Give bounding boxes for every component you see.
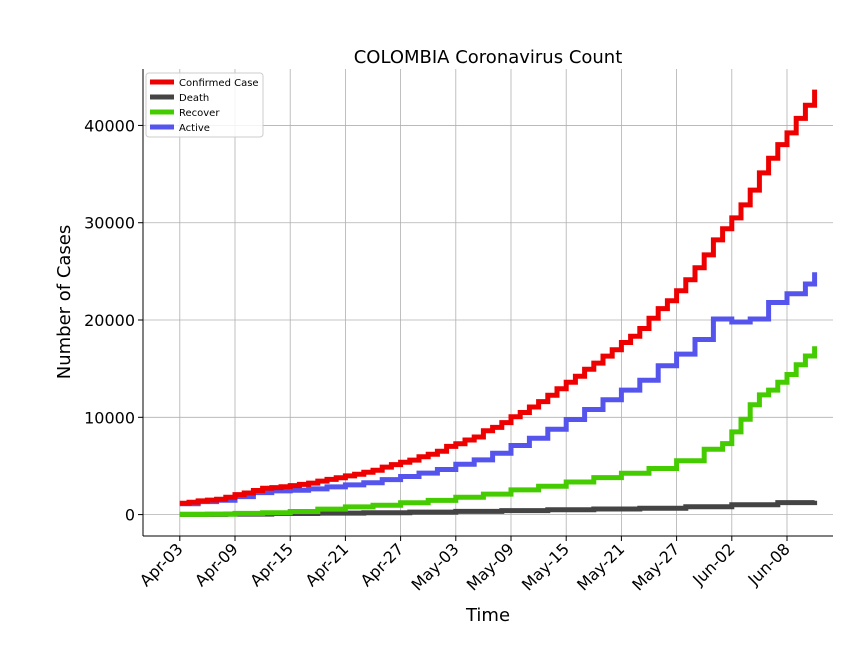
legend: Confirmed Case Death Recover Active — [145, 72, 264, 138]
legend-label-active: Active — [179, 123, 210, 134]
y-tick-label: 30000 — [84, 214, 135, 233]
series-line-recover — [179, 346, 818, 517]
chart-title: COLOMBIA Coronavirus Count — [354, 47, 623, 68]
y-tick-label: 20000 — [84, 311, 135, 330]
legend-box — [145, 72, 264, 138]
y-axis-title: Number of Cases — [54, 225, 75, 380]
y-ticks: 0 10000 20000 30000 40000 — [84, 116, 143, 525]
y-tick-label: 0 — [125, 506, 135, 525]
y-tick-label: 40000 — [84, 116, 135, 135]
axes — [142, 69, 833, 537]
legend-label-recover: Recover — [179, 108, 220, 119]
series-line-active — [179, 272, 818, 507]
legend-label-confirmed-case: Confirmed Case — [179, 78, 259, 89]
legend-label-death: Death — [179, 93, 209, 104]
x-axis-title: Time — [465, 605, 510, 626]
series-lines — [179, 89, 818, 517]
series-line-confirmed-case — [179, 89, 818, 506]
y-tick-label: 10000 — [84, 408, 135, 427]
